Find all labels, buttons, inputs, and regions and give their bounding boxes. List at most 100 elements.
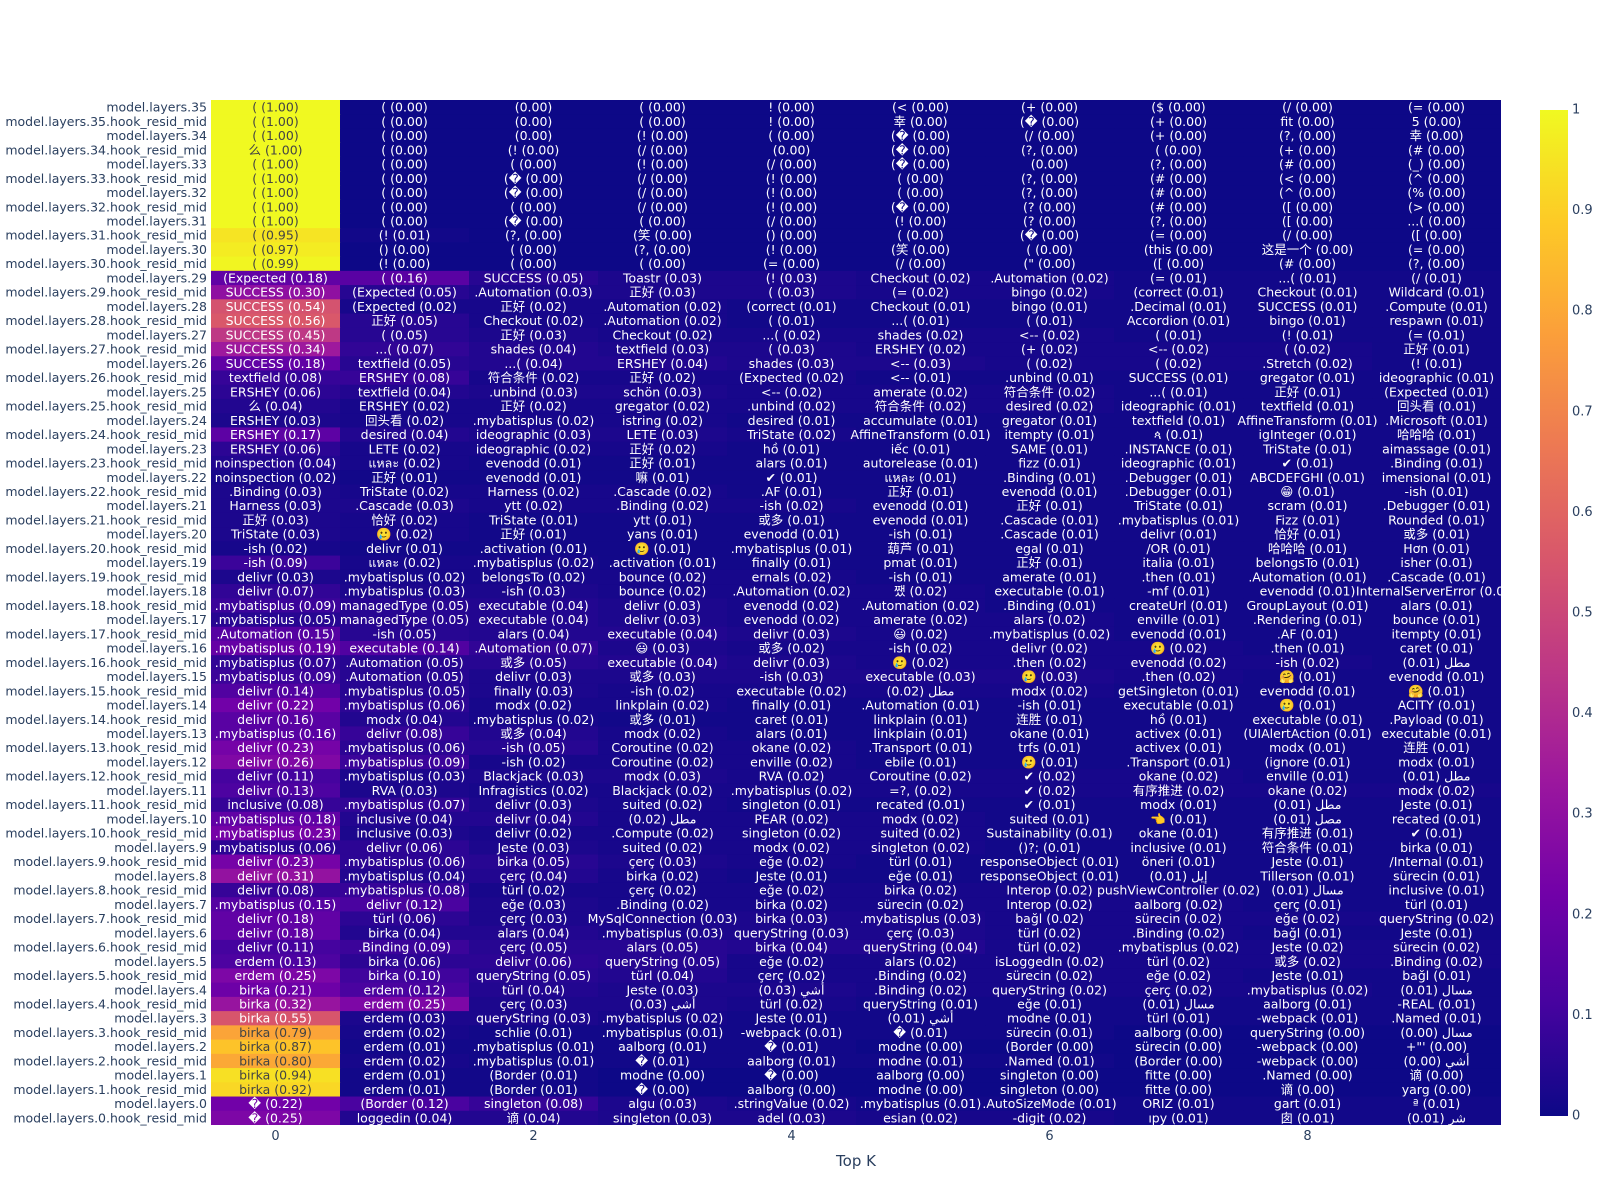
heatmap-cell <box>1372 911 1501 927</box>
heatmap-cell-label: caret (0.01) <box>1400 641 1474 656</box>
heatmap-cell-label: evenodd (0.01) <box>1002 484 1098 499</box>
heatmap-cell <box>469 1011 599 1026</box>
heatmap-cell <box>985 441 1115 457</box>
heatmap-cell-label: .mybatisplus (0.06) <box>215 840 336 855</box>
heatmap-cell <box>1372 598 1501 614</box>
heatmap-cell-label: 正好 (0.02) <box>500 299 567 314</box>
heatmap-cell <box>1243 128 1373 144</box>
heatmap-cell <box>727 114 857 130</box>
heatmap-cell-label: ...( (0.01) <box>891 313 949 328</box>
heatmap-cell-label: 쨌 (0.02) <box>894 584 947 599</box>
heatmap-cell <box>1243 1068 1373 1083</box>
heatmap-cell-label: çerç (0.02) <box>758 968 826 983</box>
heatmap-cell-label: .unbind (0.03) <box>489 384 578 399</box>
heatmap-cell <box>1372 655 1501 671</box>
heatmap-cell-label: .Named (0.01) <box>1004 1053 1094 1068</box>
heatmap-cell-label: 正好 (0.05) <box>371 313 438 328</box>
heatmap-cell-label: Jeste (0.03) <box>496 840 569 855</box>
heatmap-cell-label: aalborg (0.00) <box>1134 1025 1223 1040</box>
heatmap-cell <box>985 327 1115 343</box>
heatmap-cell-label: singleton (0.00) <box>1000 1082 1099 1097</box>
heatmap-cell <box>1372 470 1501 485</box>
heatmap-cell <box>985 840 1115 856</box>
colorbar <box>1540 110 1568 1116</box>
y-tick-label: model.layers.9.hook_resid_mid <box>13 854 207 869</box>
heatmap-cell <box>985 342 1115 357</box>
heatmap-cell-label: modne (0.01) <box>1007 1011 1092 1026</box>
heatmap-cell-label: (? (0.00) <box>1023 214 1076 229</box>
heatmap-cell <box>598 669 728 685</box>
heatmap-cell <box>1372 925 1501 941</box>
heatmap-cell-label: SAME (0.01) <box>1011 441 1088 456</box>
heatmap-cell-label: .Binding (0.02) <box>1390 954 1483 969</box>
heatmap-cell <box>598 1025 728 1041</box>
heatmap-cell-label: 有序推进 (0.02) <box>1133 783 1225 798</box>
heatmap-cell <box>469 185 599 201</box>
heatmap-cell-label: -webpack (0.00) <box>1257 1039 1359 1054</box>
heatmap-cell-label: inclusive (0.03) <box>356 826 452 841</box>
heatmap-cell-label: singleton (0.03) <box>613 1110 712 1125</box>
heatmap-cell-label: SUCCESS (0.34) <box>226 342 326 357</box>
heatmap-cell <box>598 712 728 727</box>
heatmap-cell-label: erdem (0.02) <box>364 1053 446 1068</box>
heatmap-cell-label: (= (0.00) <box>1408 100 1465 115</box>
heatmap-cell-label: -ish (0.02) <box>1276 655 1340 670</box>
heatmap-cell-label: ( (0.00) <box>381 114 427 129</box>
heatmap-cell-label: ( (0.99) <box>252 256 298 271</box>
heatmap-cell-label: 符合条件 (0.02) <box>1004 384 1096 399</box>
heatmap-cell-label: ✔ (0.02) <box>1023 783 1075 798</box>
heatmap-cell-label: Interop (0.02) <box>1006 883 1092 898</box>
heatmap-cell-label: -ish (0.05) <box>373 626 437 641</box>
colorbar-tick-label: 0.8 <box>1572 304 1593 319</box>
heatmap-cell <box>1114 555 1244 571</box>
heatmap-cell-label: (+ (0.02) <box>1021 342 1078 357</box>
y-tick-label: model.layers.21.hook_resid_mid <box>5 512 207 527</box>
heatmap-cell <box>211 840 341 856</box>
heatmap-cell <box>985 270 1115 286</box>
heatmap-cell <box>469 1082 599 1098</box>
heatmap-cell-label: birka (0.06) <box>368 954 441 969</box>
heatmap-cell-label: 这是一个 (0.00) <box>1262 242 1354 257</box>
heatmap-cell <box>469 740 599 756</box>
heatmap-cell <box>856 612 986 628</box>
heatmap-cell <box>211 697 341 713</box>
heatmap-cell-label: singleton (0.02) <box>871 840 970 855</box>
heatmap-cell-label: .mybatisplus (0.08) <box>344 883 465 898</box>
heatmap-cell <box>727 1068 857 1083</box>
heatmap-cell-label: delivr (0.26) <box>237 754 314 769</box>
heatmap-cell-label: pushViewController (0.02) <box>1097 883 1260 898</box>
heatmap-cell-label: .mybatisplus (0.03) <box>602 925 723 940</box>
heatmap-cell <box>856 655 986 671</box>
heatmap-cell <box>985 156 1115 172</box>
heatmap-cell <box>856 968 986 984</box>
heatmap-cell-label: finally (0.01) <box>752 555 831 570</box>
heatmap-cell-label: (^ (0.00) <box>1408 171 1465 186</box>
heatmap-cell-label: okane (0.02) <box>1139 769 1219 784</box>
heatmap-cell-label: Interop (0.02) <box>1006 897 1092 912</box>
heatmap-cell <box>856 185 986 201</box>
heatmap-cell-label: evenodd (0.01) <box>1389 669 1485 684</box>
heatmap-cell <box>727 313 857 329</box>
heatmap-cell <box>1114 185 1244 201</box>
heatmap-cell-label: .then (0.01) <box>1142 569 1216 584</box>
heatmap-cell-label: delivr (0.11) <box>237 769 314 784</box>
heatmap-cell-label: Jeste (0.01) <box>1270 968 1343 983</box>
heatmap-cell <box>985 996 1115 1012</box>
heatmap-cell-label: türl (0.02) <box>502 883 565 898</box>
heatmap-cell <box>469 968 599 984</box>
heatmap-cell-label: queryString (0.00) <box>1250 1025 1365 1040</box>
heatmap-cell <box>727 982 857 998</box>
heatmap-cell <box>1372 726 1501 742</box>
heatmap-cell-label: -ish (0.02) <box>760 498 824 513</box>
heatmap-cell <box>598 1082 728 1098</box>
heatmap-cell <box>856 100 986 115</box>
heatmap-cell-label: singleton (0.08) <box>484 1096 583 1111</box>
heatmap-cell-label: -ish (0.03) <box>760 669 824 684</box>
heatmap-cell <box>469 769 599 784</box>
heatmap-cell-label: erdem (0.25) <box>364 996 446 1011</box>
heatmap-cell <box>598 612 728 628</box>
heatmap-cell-label: .Automation (0.05) <box>345 669 463 684</box>
heatmap-cell <box>340 968 470 984</box>
heatmap-cell-label: enville (0.01) <box>1266 769 1349 784</box>
heatmap-cell <box>469 427 599 443</box>
